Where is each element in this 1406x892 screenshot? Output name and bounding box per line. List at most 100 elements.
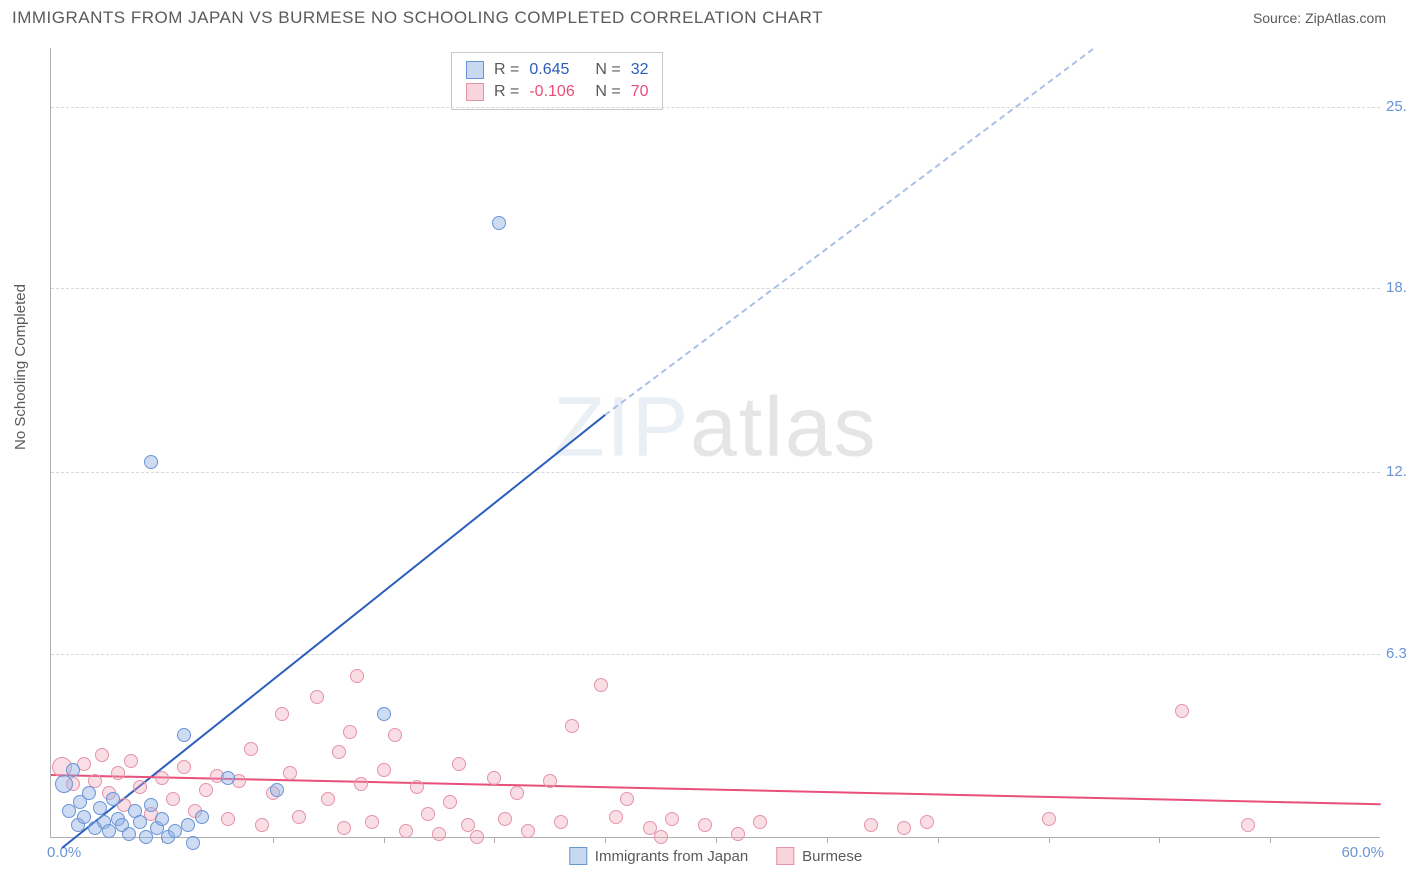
data-point — [66, 763, 80, 777]
data-point — [221, 771, 235, 785]
data-point — [388, 728, 402, 742]
data-point — [609, 810, 623, 824]
swatch-icon-blue — [466, 61, 484, 79]
data-point — [82, 786, 96, 800]
data-point — [244, 742, 258, 756]
data-point — [181, 818, 195, 832]
data-point — [1241, 818, 1255, 832]
x-tick-mark — [716, 837, 717, 843]
data-point — [186, 836, 200, 850]
data-point — [144, 455, 158, 469]
data-point — [93, 801, 107, 815]
data-point — [155, 812, 169, 826]
data-point — [554, 815, 568, 829]
x-tick-mark — [273, 837, 274, 843]
x-tick-mark — [1049, 837, 1050, 843]
x-tick-mark — [384, 837, 385, 843]
n-value-pink: 70 — [631, 83, 649, 101]
gridline — [51, 107, 1380, 108]
data-point — [498, 812, 512, 826]
data-point — [332, 745, 346, 759]
legend-item-pink: Burmese — [776, 847, 862, 865]
legend-label-pink: Burmese — [802, 848, 862, 865]
data-point — [270, 783, 284, 797]
y-tick-label: 25.0% — [1386, 98, 1406, 115]
data-point — [275, 707, 289, 721]
data-point — [521, 824, 535, 838]
series-legend: Immigrants from Japan Burmese — [569, 847, 862, 865]
y-axis-label: No Schooling Completed — [12, 284, 29, 450]
scatter-plot-area: ZIPatlas R = 0.645 N = 32 R = -0.106 N =… — [50, 48, 1380, 838]
data-point — [1175, 704, 1189, 718]
data-point — [177, 728, 191, 742]
data-point — [221, 812, 235, 826]
data-point — [864, 818, 878, 832]
data-point — [122, 827, 136, 841]
data-point — [753, 815, 767, 829]
gridline — [51, 654, 1380, 655]
source-label: Source: ZipAtlas.com — [1253, 10, 1386, 26]
data-point — [470, 830, 484, 844]
data-point — [377, 707, 391, 721]
data-point — [594, 678, 608, 692]
x-axis-max: 60.0% — [1341, 844, 1384, 861]
data-point — [55, 775, 73, 793]
data-point — [897, 821, 911, 835]
data-point — [399, 824, 413, 838]
data-point — [487, 771, 501, 785]
data-point — [731, 827, 745, 841]
swatch-icon-pink — [776, 847, 794, 865]
data-point — [106, 792, 120, 806]
data-point — [443, 795, 457, 809]
data-point — [492, 216, 506, 230]
data-point — [102, 824, 116, 838]
y-tick-label: 12.5% — [1386, 463, 1406, 480]
stats-row-pink: R = -0.106 N = 70 — [466, 81, 648, 103]
data-point — [452, 757, 466, 771]
data-point — [310, 690, 324, 704]
data-point — [365, 815, 379, 829]
data-point — [199, 783, 213, 797]
data-point — [354, 777, 368, 791]
data-point — [133, 815, 147, 829]
gridline — [51, 288, 1380, 289]
data-point — [510, 786, 524, 800]
data-point — [283, 766, 297, 780]
data-point — [343, 725, 357, 739]
data-point — [195, 810, 209, 824]
data-point — [166, 792, 180, 806]
data-point — [168, 824, 182, 838]
swatch-icon-blue — [569, 847, 587, 865]
data-point — [292, 810, 306, 824]
x-tick-mark — [827, 837, 828, 843]
data-point — [654, 830, 668, 844]
data-point — [350, 669, 364, 683]
data-point — [111, 766, 125, 780]
legend-label-blue: Immigrants from Japan — [595, 848, 748, 865]
data-point — [255, 818, 269, 832]
data-point — [377, 763, 391, 777]
data-point — [95, 748, 109, 762]
data-point — [543, 774, 557, 788]
data-point — [155, 771, 169, 785]
swatch-icon-pink — [466, 83, 484, 101]
x-tick-mark — [938, 837, 939, 843]
r-value-pink: -0.106 — [529, 83, 585, 101]
data-point — [337, 821, 351, 835]
n-label: N = — [595, 83, 620, 101]
x-tick-mark — [1270, 837, 1271, 843]
x-tick-mark — [1159, 837, 1160, 843]
data-point — [144, 798, 158, 812]
gridline — [51, 472, 1380, 473]
chart-title: IMMIGRANTS FROM JAPAN VS BURMESE NO SCHO… — [12, 8, 823, 28]
trend-line — [51, 774, 1381, 805]
data-point — [321, 792, 335, 806]
data-point — [77, 810, 91, 824]
r-label: R = — [494, 61, 519, 79]
data-point — [177, 760, 191, 774]
data-point — [920, 815, 934, 829]
y-tick-label: 18.8% — [1386, 279, 1406, 296]
x-tick-mark — [605, 837, 606, 843]
data-point — [698, 818, 712, 832]
r-value-blue: 0.645 — [529, 61, 585, 79]
